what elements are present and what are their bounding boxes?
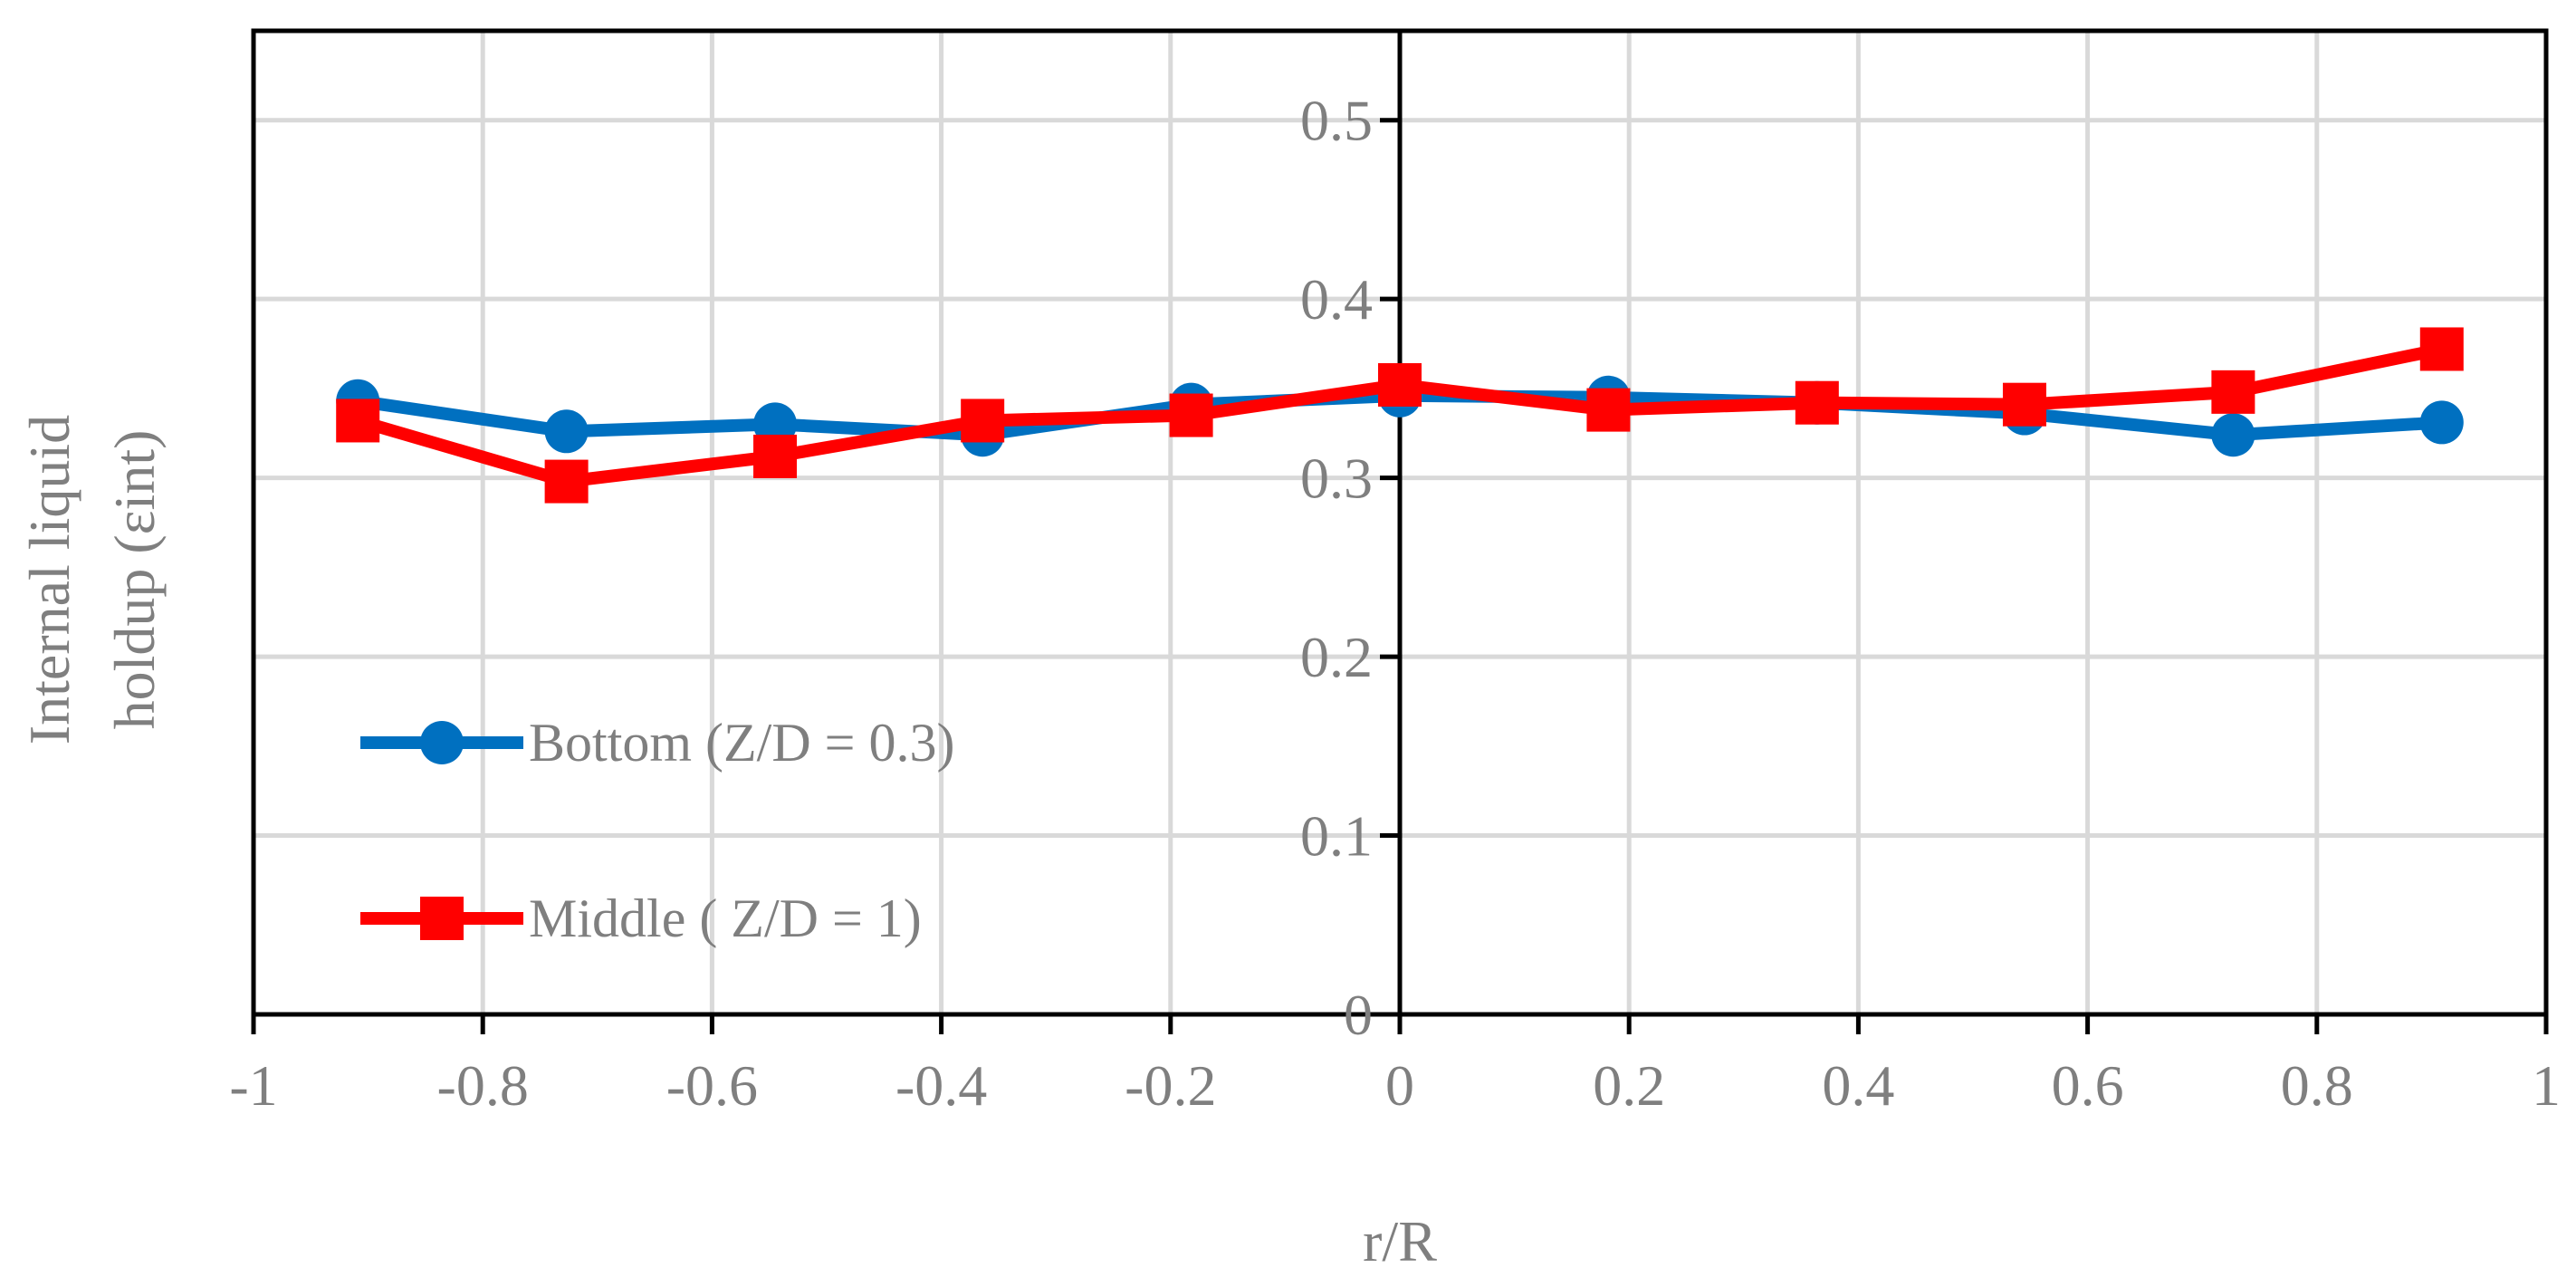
x-tick-label-3: -0.4: [895, 1053, 987, 1118]
y-axis-label-line-1: Internal liquid: [17, 415, 81, 744]
series-1-point-9: [2211, 370, 2255, 414]
series-0-point-1: [544, 409, 589, 454]
series-1-point-10: [2419, 327, 2464, 371]
y-tick-label-5: 0.5: [1300, 89, 1373, 153]
x-tick-label-10: 1: [2532, 1053, 2561, 1118]
series-1-point-0: [336, 399, 380, 443]
x-tick-label-0: -1: [229, 1053, 277, 1118]
x-tick-label-7: 0.4: [1822, 1053, 1894, 1118]
series-1-point-3: [961, 399, 1005, 443]
x-axis-label: r/R: [1363, 1209, 1437, 1273]
y-tick-label-0: 0: [1344, 983, 1373, 1047]
legend-entry-middle: Middle ( Z/D = 1): [360, 888, 922, 948]
tick-labels: -1 -0.8 -0.6 -0.4 -0.2 0 0.2 0.4 0.6 0.8 1 0 0.1 0.2 0…: [229, 89, 2561, 1118]
legend-marker-bottom: [420, 721, 464, 764]
series-0-point-9: [2211, 413, 2255, 457]
legend: Bottom (Z/D = 0.3) Middle ( Z/D = 1): [360, 713, 954, 948]
x-tick-label-1: -0.8: [437, 1053, 529, 1118]
legend-entry-bottom: Bottom (Z/D = 0.3): [360, 713, 954, 773]
y-tick-label-1: 0.1: [1300, 804, 1373, 869]
series-0-point-10: [2419, 400, 2464, 445]
x-tick-label-5: 0: [1385, 1053, 1414, 1118]
y-axis-label: Internal liquid holdup (εint): [17, 415, 167, 744]
x-tick-label-2: -0.6: [666, 1053, 758, 1118]
legend-label-bottom: Bottom (Z/D = 0.3): [529, 713, 954, 773]
x-tick-label-9: 0.8: [2281, 1053, 2353, 1118]
legend-label-middle: Middle ( Z/D = 1): [529, 888, 922, 948]
series-1-point-1: [544, 459, 589, 504]
y-axis-label-line-2: holdup (εint): [102, 430, 167, 730]
y-tick-label-2: 0.2: [1300, 625, 1373, 689]
x-tick-label-6: 0.2: [1593, 1053, 1665, 1118]
x-tick-label-4: -0.2: [1125, 1053, 1216, 1118]
y-tick-label-3: 0.3: [1300, 447, 1373, 511]
series-1-point-6: [1586, 388, 1631, 432]
legend-marker-middle: [420, 897, 464, 940]
axes: [251, 28, 2549, 1034]
series-1-point-8: [2002, 382, 2046, 427]
x-tick-label-8: 0.6: [2052, 1053, 2124, 1118]
series-1-point-2: [753, 434, 798, 478]
series: [336, 327, 2464, 504]
series-1-point-4: [1169, 393, 1213, 437]
series-1-point-7: [1795, 380, 1839, 425]
y-tick-label-4: 0.4: [1300, 267, 1373, 331]
series-1-point-5: [1378, 362, 1422, 407]
